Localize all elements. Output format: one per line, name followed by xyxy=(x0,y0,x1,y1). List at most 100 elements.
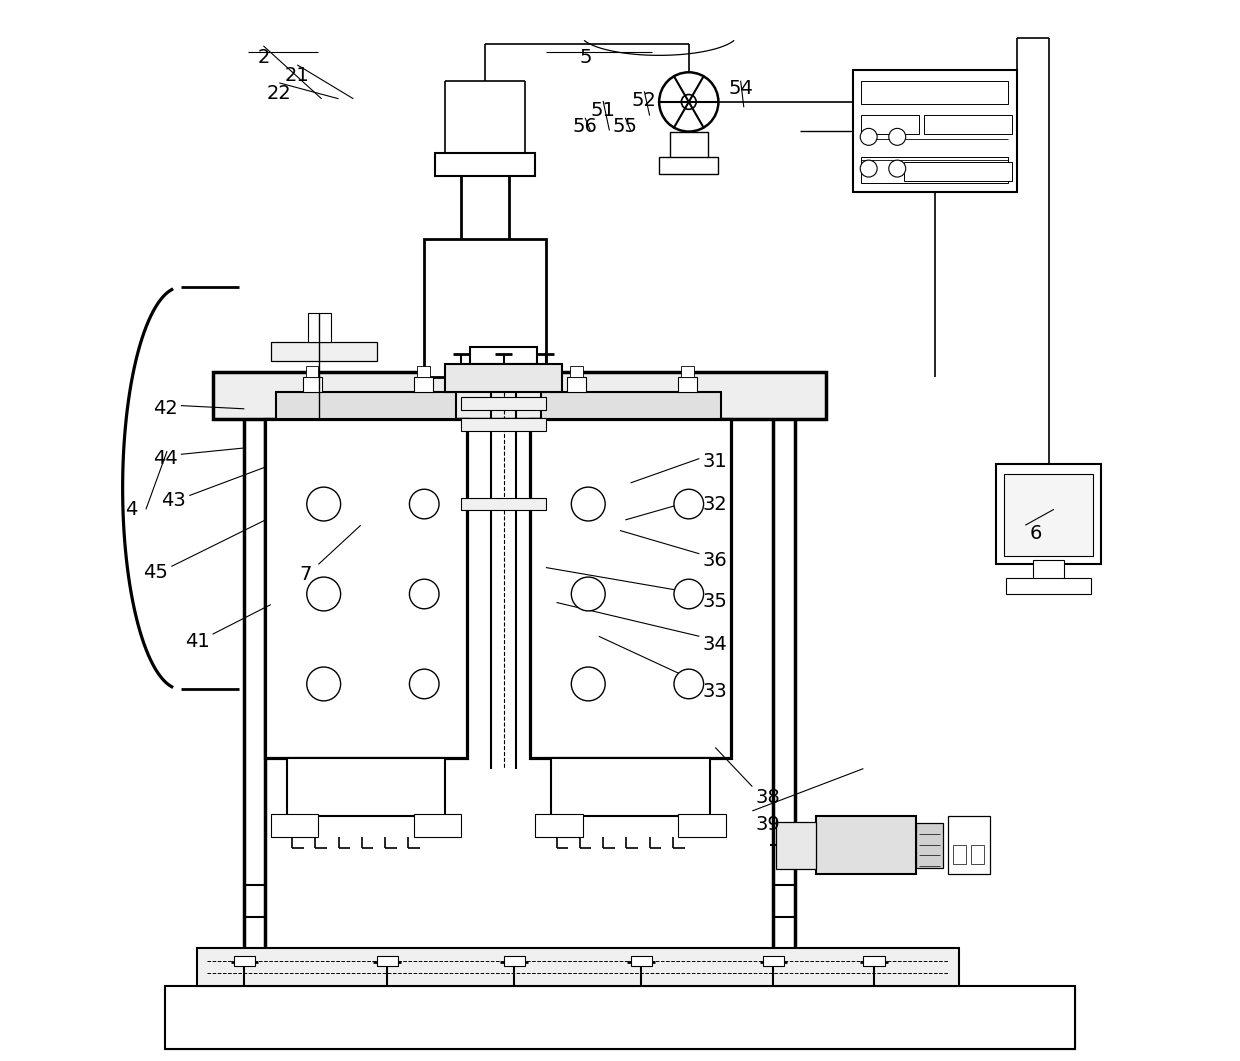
Circle shape xyxy=(572,487,605,521)
Bar xyxy=(546,424,715,752)
Circle shape xyxy=(681,94,696,109)
Text: 7: 7 xyxy=(300,566,312,585)
Text: 52: 52 xyxy=(632,91,657,110)
Circle shape xyxy=(306,487,341,521)
Bar xyxy=(536,814,583,837)
Bar xyxy=(924,115,1012,134)
Bar xyxy=(308,313,331,342)
Bar xyxy=(470,347,537,364)
Bar xyxy=(862,157,1008,184)
Circle shape xyxy=(306,577,341,611)
Bar xyxy=(424,240,546,377)
Bar xyxy=(1004,474,1092,556)
Bar xyxy=(678,814,725,837)
Bar xyxy=(265,419,466,758)
Bar xyxy=(270,342,377,361)
Text: 53: 53 xyxy=(678,85,703,104)
Bar xyxy=(234,956,255,967)
Text: 6: 6 xyxy=(1029,524,1042,543)
Bar xyxy=(417,366,429,377)
Bar xyxy=(529,419,732,758)
Circle shape xyxy=(675,489,703,519)
Text: 43: 43 xyxy=(161,491,186,510)
Circle shape xyxy=(675,669,703,699)
Text: 2: 2 xyxy=(257,48,269,67)
Bar xyxy=(414,377,433,392)
Bar xyxy=(303,377,321,392)
Bar xyxy=(461,498,546,510)
Bar xyxy=(681,366,694,377)
Bar xyxy=(660,157,718,174)
Bar xyxy=(445,364,562,392)
Bar xyxy=(996,464,1101,564)
Text: 5: 5 xyxy=(580,48,593,67)
Text: 54: 54 xyxy=(728,79,753,98)
Circle shape xyxy=(889,128,905,145)
Text: 21: 21 xyxy=(285,66,310,85)
Bar xyxy=(567,377,587,392)
Bar xyxy=(286,758,445,816)
Text: 33: 33 xyxy=(703,682,728,701)
Circle shape xyxy=(889,160,905,177)
Text: 22: 22 xyxy=(267,84,291,103)
Bar xyxy=(816,816,916,874)
Text: 45: 45 xyxy=(144,563,169,582)
Bar xyxy=(1033,560,1064,581)
Circle shape xyxy=(572,667,605,701)
Circle shape xyxy=(572,577,605,611)
Text: 34: 34 xyxy=(703,636,728,655)
Bar xyxy=(552,758,711,816)
Circle shape xyxy=(861,128,877,145)
Bar xyxy=(377,956,398,967)
Bar xyxy=(904,162,1012,181)
Bar xyxy=(853,70,1017,192)
Bar xyxy=(165,986,1075,1049)
Circle shape xyxy=(675,579,703,609)
Text: 41: 41 xyxy=(185,632,210,651)
Text: 4: 4 xyxy=(125,500,138,519)
Circle shape xyxy=(409,489,439,519)
Text: 55: 55 xyxy=(613,117,637,136)
Bar xyxy=(461,397,546,410)
Text: 44: 44 xyxy=(153,449,177,468)
Bar xyxy=(775,821,816,869)
Bar xyxy=(916,822,942,868)
Text: 56: 56 xyxy=(573,117,598,136)
Bar xyxy=(678,377,697,392)
Circle shape xyxy=(861,160,877,177)
Circle shape xyxy=(409,579,439,609)
Text: 35: 35 xyxy=(703,592,728,611)
Bar xyxy=(461,418,546,431)
Bar xyxy=(281,424,450,752)
Circle shape xyxy=(306,667,341,701)
Bar xyxy=(949,816,991,874)
Bar xyxy=(862,115,919,134)
Bar xyxy=(212,371,826,419)
Bar xyxy=(503,956,525,967)
Bar xyxy=(954,845,966,864)
Bar xyxy=(277,392,456,419)
Bar xyxy=(763,956,784,967)
Bar xyxy=(670,132,708,158)
Text: 42: 42 xyxy=(153,399,177,418)
Bar xyxy=(1006,578,1091,594)
Circle shape xyxy=(660,72,718,132)
Bar xyxy=(414,814,461,837)
Bar xyxy=(197,949,959,986)
Bar xyxy=(165,986,1075,1049)
Bar xyxy=(435,153,536,176)
Text: 38: 38 xyxy=(755,787,780,806)
Bar xyxy=(306,366,319,377)
Text: 31: 31 xyxy=(703,452,728,471)
Bar xyxy=(541,392,720,419)
Bar xyxy=(270,814,319,837)
Text: 39: 39 xyxy=(755,815,780,834)
Bar xyxy=(631,956,652,967)
Text: 36: 36 xyxy=(703,551,728,570)
Bar xyxy=(863,956,884,967)
Text: 32: 32 xyxy=(703,494,728,514)
Bar xyxy=(971,845,985,864)
Text: 51: 51 xyxy=(590,101,615,120)
Bar xyxy=(570,366,583,377)
Circle shape xyxy=(409,669,439,699)
